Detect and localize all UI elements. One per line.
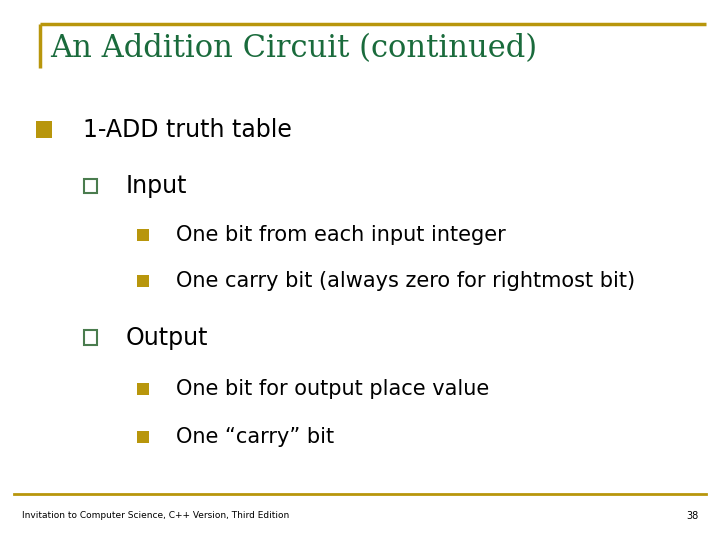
Bar: [36, 122, 52, 138]
Text: Output: Output: [126, 326, 209, 349]
Bar: [137, 275, 149, 287]
Text: One carry bit (always zero for rightmost bit): One carry bit (always zero for rightmost…: [176, 271, 636, 291]
Bar: [84, 330, 97, 345]
Text: One bit from each input integer: One bit from each input integer: [176, 225, 506, 245]
Text: 1-ADD truth table: 1-ADD truth table: [83, 118, 292, 141]
Text: Input: Input: [126, 174, 187, 198]
Text: Invitation to Computer Science, C++ Version, Third Edition: Invitation to Computer Science, C++ Vers…: [22, 511, 289, 520]
Text: One “carry” bit: One “carry” bit: [176, 427, 335, 448]
Bar: [84, 179, 97, 193]
Bar: [137, 431, 149, 443]
Bar: [137, 383, 149, 395]
Text: One bit for output place value: One bit for output place value: [176, 379, 490, 399]
Text: 38: 38: [686, 511, 698, 521]
Bar: [137, 229, 149, 241]
Text: An Addition Circuit (continued): An Addition Circuit (continued): [50, 33, 538, 64]
